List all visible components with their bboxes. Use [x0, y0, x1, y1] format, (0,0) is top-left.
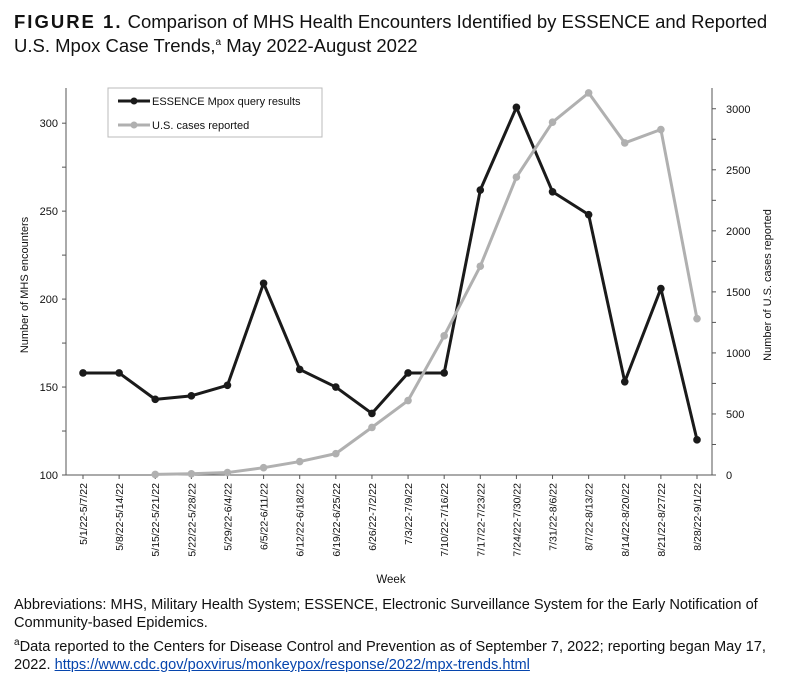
y2-axis-label: Number of U.S. cases reported: [762, 209, 774, 361]
cases-point: [548, 118, 557, 126]
x-tick-label: 6/19/22-6/25/22: [331, 483, 343, 557]
cases-point: [259, 463, 268, 472]
y2-tick-label: 1500: [726, 287, 750, 299]
legend-marker-essence: [130, 97, 138, 105]
essence-point: [187, 392, 196, 400]
x-tick-label: 6/5/22-6/11/22: [259, 483, 271, 550]
essence-point: [368, 409, 376, 418]
y2-tick-label: 2000: [726, 226, 750, 238]
cases-point: [151, 470, 160, 479]
x-tick-label: 7/31/22-8/6/22: [548, 483, 560, 551]
title-footnote-marker: a: [215, 36, 222, 48]
essence-point: [476, 186, 485, 194]
x-tick-label: 7/17/22-7/23/22: [475, 483, 487, 557]
cases-point: [332, 449, 340, 458]
y2-tick-label: 2500: [726, 165, 750, 177]
legend-label-cases: U.S. cases reported: [152, 120, 249, 132]
essence-point: [79, 369, 87, 377]
source-link[interactable]: https://www.cdc.gov/poxvirus/monkeypox/r…: [54, 657, 530, 673]
essence-point: [584, 210, 593, 219]
x-tick-label: 8/14/22-8/20/22: [620, 483, 632, 557]
x-axis-label: Week: [376, 574, 405, 586]
essence-point: [295, 365, 304, 374]
x-tick-label: 7/10/22-7/16/22: [439, 483, 451, 557]
essence-point: [512, 103, 521, 112]
x-tick-label: 5/22/22-5/28/22: [186, 483, 198, 557]
essence-point: [620, 377, 629, 386]
x-tick-label: 5/29/22-6/4/22: [222, 483, 234, 551]
cases-line: [155, 91, 699, 476]
essence-point: [223, 381, 232, 390]
x-tick-label: 5/1/22-5/7/22: [78, 483, 90, 545]
cases-point: [440, 332, 448, 340]
x-tick-label: 8/7/22-8/13/22: [584, 483, 596, 551]
essence-point: [548, 187, 557, 196]
essence-line: [83, 105, 699, 441]
title-date-range: May 2022-August 2022: [221, 35, 418, 56]
x-tick-label: 7/3/22-7/9/22: [403, 483, 415, 545]
cases-point: [476, 262, 485, 271]
y-tick-label: 300: [40, 118, 58, 130]
x-tick-label: 8/28/22-9/1/22: [692, 483, 704, 551]
cases-point: [584, 89, 593, 97]
data-source-note: aData reported to the Centers for Diseas…: [14, 638, 789, 674]
cases-point: [368, 423, 376, 432]
cases-point: [295, 457, 304, 466]
chart: 1001502002503000500100015002000250030005…: [19, 87, 774, 586]
essence-point: [657, 284, 665, 293]
y-tick-label: 250: [40, 206, 58, 218]
x-tick-label: 5/15/22-5/21/22: [150, 483, 162, 557]
x-tick-label: 6/26/22-7/2/22: [367, 483, 379, 551]
legend-marker-cases: [130, 121, 138, 129]
y2-tick-label: 0: [726, 470, 732, 482]
cases-point: [620, 139, 629, 147]
legend-label-essence: ESSENCE Mpox query results: [152, 96, 301, 108]
essence-point: [693, 436, 701, 444]
essence-point: [259, 279, 268, 288]
y2-tick-label: 1000: [726, 348, 750, 360]
x-tick-label: 6/12/22-6/18/22: [295, 483, 307, 557]
essence-point: [440, 369, 448, 377]
essence-point: [404, 369, 412, 377]
y-tick-label: 200: [40, 294, 58, 306]
cases-point: [512, 173, 521, 181]
essence-point: [151, 395, 160, 404]
cases-point: [693, 314, 701, 323]
abbreviations-note: Abbreviations: MHS, Military Health Syst…: [14, 597, 758, 631]
note-marker: a: [14, 637, 20, 649]
cases-point: [404, 396, 412, 405]
y-tick-label: 100: [40, 470, 58, 482]
cases-point: [187, 469, 196, 478]
x-tick-label: 5/8/22-5/14/22: [114, 483, 126, 551]
y2-tick-label: 3000: [726, 104, 750, 116]
essence-point: [115, 369, 123, 377]
y-axis-label: Number of MHS encounters: [19, 216, 31, 353]
legend-box: [107, 87, 323, 138]
legend: ESSENCE Mpox query results U.S. cases re…: [107, 87, 323, 138]
title-text: Comparison of MHS Health Encounters Iden…: [14, 11, 768, 56]
y-tick-label: 150: [40, 382, 58, 394]
x-tick-label: 8/21/22-8/27/22: [656, 483, 668, 557]
note-text: Data reported to the Centers for Disease…: [14, 639, 766, 673]
cases-point: [223, 468, 232, 477]
figure-title: FIGURE 1. Comparison of MHS Health Encou…: [14, 10, 789, 58]
cases-point: [657, 125, 665, 134]
y2-tick-label: 500: [726, 409, 744, 421]
figure-label: FIGURE 1.: [14, 11, 123, 32]
essence-point: [332, 383, 340, 391]
x-tick-label: 7/24/22-7/30/22: [511, 483, 523, 557]
